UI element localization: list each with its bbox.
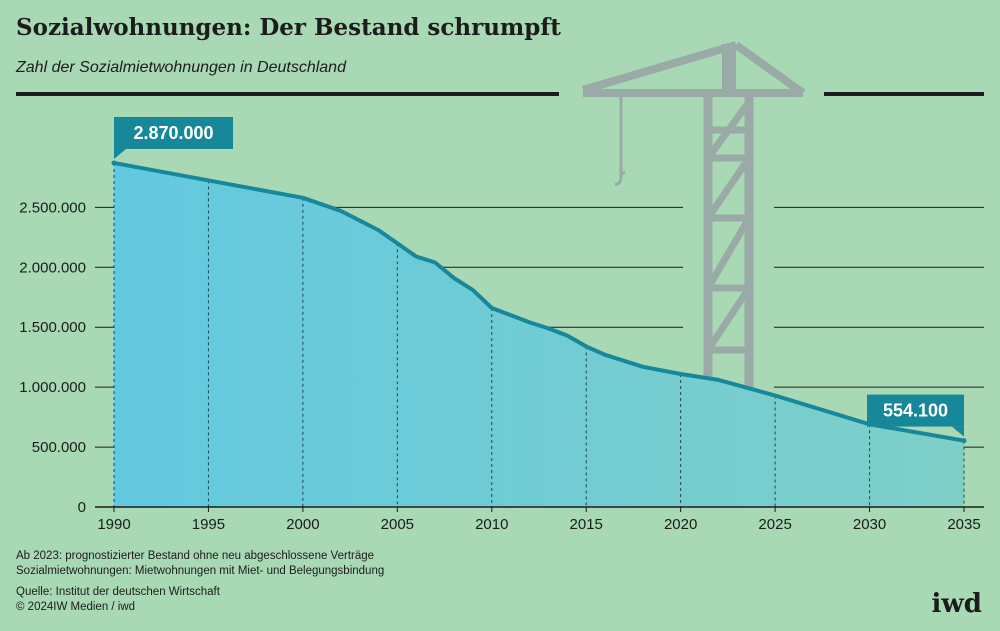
y-tick-label: 2.000.000 (19, 259, 86, 276)
callout-label: 2.870.000 (133, 123, 213, 143)
x-tick-label: 2000 (286, 516, 319, 533)
callout-pointer (114, 149, 126, 159)
x-tick-label: 2035 (947, 516, 980, 533)
x-tick-label: 1990 (97, 516, 130, 533)
data-point-marker (961, 438, 967, 444)
callout-pointer (952, 426, 964, 437)
x-tick-label: 2030 (853, 516, 886, 533)
header-rule-right (824, 92, 984, 96)
chart-title: Sozialwohnungen: Der Bestand schrumpft (16, 14, 561, 41)
copyright-text: © 2024IW Medien / iwd (16, 601, 136, 613)
y-tick-label: 1.500.000 (19, 319, 86, 336)
callout-box (867, 394, 964, 427)
x-tick-label: 2015 (570, 516, 603, 533)
series-line (113, 161, 965, 443)
footnote-definition: Sozialmietwohnungen: Mietwohnungen mit M… (16, 565, 385, 577)
footnotes: Ab 2023: prognostizierter Bestand ohne n… (16, 549, 384, 579)
callout-label: 554.100 (883, 401, 948, 421)
x-tick-label: 2010 (475, 516, 508, 533)
x-tick-label: 2005 (381, 516, 414, 533)
crane-illustration (581, 41, 806, 390)
area-fill (114, 163, 964, 507)
y-tick-label: 500.000 (32, 439, 86, 456)
callout-box (114, 117, 233, 149)
x-tick-label: 1995 (192, 516, 225, 533)
callouts: 2.870.000 554.100 (111, 117, 967, 444)
x-tick-label: 2025 (758, 516, 791, 533)
header-rule-left (16, 92, 559, 96)
x-tick-label: 2020 (664, 516, 697, 533)
brand-logo: iwd (931, 589, 982, 619)
y-tick-label: 0 (78, 499, 86, 516)
x-axis-ticks: 1990 1995 2000 2005 2010 2015 2020 2025 2030 2035 (97, 507, 981, 533)
y-tick-label: 2.500.000 (19, 199, 86, 216)
chart-subtitle: Zahl der Sozialmietwohnungen in Deutschl… (16, 59, 346, 76)
source-block: Quelle: Institut der deutschen Wirtschaf… (16, 585, 220, 615)
footnote-forecast: Ab 2023: prognostizierter Bestand ohne n… (16, 550, 375, 562)
data-point-marker (111, 160, 117, 166)
y-tick-label: 1.000.000 (19, 379, 86, 396)
year-guides (113, 163, 965, 507)
source-text: Quelle: Institut der deutschen Wirtschaf… (16, 586, 220, 598)
y-axis-ticks: 0 500.000 1.000.000 1.500.000 2.000.000 2.500… (19, 199, 86, 516)
